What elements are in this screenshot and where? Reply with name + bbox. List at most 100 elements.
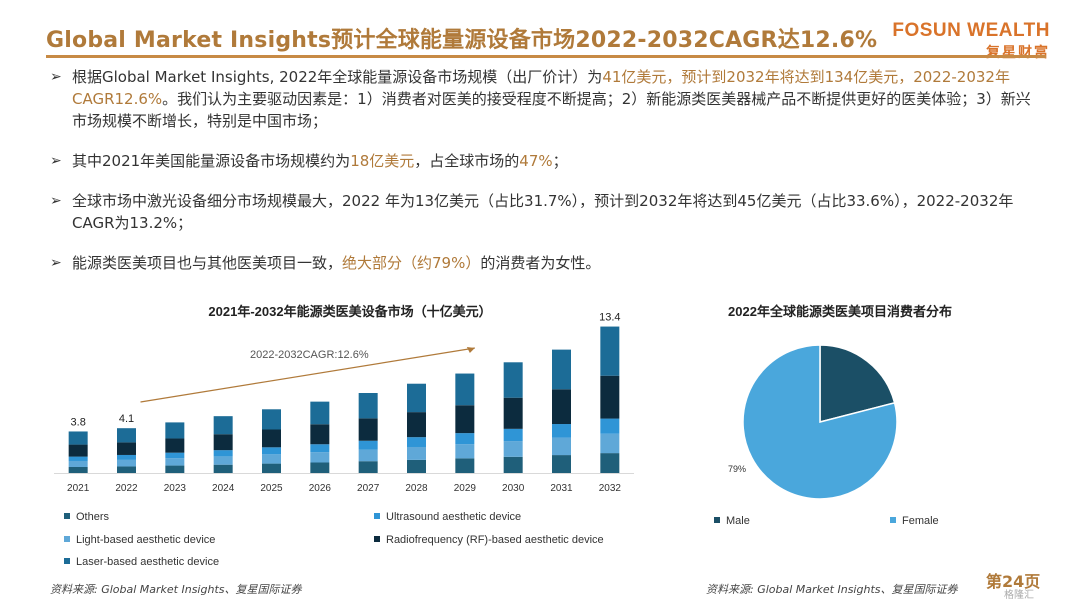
bullet-list: ➢ 根据Global Market Insights, 2022年全球能量源设备市… <box>50 66 1040 292</box>
bullet-text: 全球市场中激光设备细分市场规模最大，2022 年为13亿美元（占比31.7%），… <box>72 192 1014 232</box>
bar-segment <box>503 428 523 442</box>
bar-segment <box>165 438 185 453</box>
bar-segment <box>310 424 330 445</box>
bar-segment <box>213 434 233 451</box>
legend-label: Others <box>76 511 110 523</box>
legend-swatch <box>374 536 380 542</box>
legend-swatch <box>374 513 380 519</box>
bullet-text: 能源类医美项目也与其他医美项目一致， <box>72 254 343 272</box>
bullet-item: ➢ 其中2021年美国能量源设备市场规模约为18亿美元，占全球市场的47%； <box>50 150 1040 172</box>
bar-segment <box>503 362 523 398</box>
bullet-item: ➢ 全球市场中激光设备细分市场规模最大，2022 年为13亿美元（占比31.7%）… <box>50 190 1040 234</box>
bar-segment <box>455 458 475 473</box>
x-tick-label: 2026 <box>309 483 332 494</box>
page-number: 第24页 <box>986 572 1041 591</box>
legend-label: Ultrasound aesthetic device <box>386 511 521 523</box>
bar-segment <box>165 452 185 459</box>
bar-segment <box>68 466 88 473</box>
brand-name-en: FOSUN WEALTH <box>892 20 1050 41</box>
bar-segment <box>68 431 88 445</box>
bar-segment <box>407 383 426 413</box>
bullet-arrow-icon: ➢ <box>50 69 62 85</box>
legend-label: Radiofrequency (RF)-based aesthetic devi… <box>386 534 604 546</box>
pie-data-label: 79% <box>728 464 746 474</box>
bar-segment <box>68 460 88 467</box>
bullet-arrow-icon: ➢ <box>50 255 62 271</box>
watermark: 格隆汇 <box>1004 590 1034 601</box>
bar-segment <box>213 456 233 465</box>
total-label: 4.1 <box>119 413 134 425</box>
bar-segment <box>213 450 233 457</box>
x-tick-label: 2025 <box>260 483 283 494</box>
bullet-text: ； <box>552 152 568 170</box>
bullet-text: 根据Global Market Insights, 2022年全球能量源设备市场… <box>72 68 603 86</box>
cagr-arrow-head-icon <box>466 347 475 353</box>
bullet-text: 其中2021年美国能量源设备市场规模约为 <box>72 152 351 170</box>
bullet-item: ➢ 能源类医美项目也与其他医美项目一致，绝大部分（约79%）的消费者为女性。 <box>50 252 1040 274</box>
x-tick-label: 2024 <box>212 483 235 494</box>
bar-segment <box>600 326 620 376</box>
bar-chart-title: 2021年-2032年能源类医美设备市场（十亿美元） <box>208 304 491 319</box>
bar-segment <box>262 409 281 430</box>
cagr-annotation: 2022-2032CAGR:12.6% <box>250 349 369 361</box>
bar-segment <box>117 466 136 473</box>
x-tick-label: 2027 <box>357 483 380 494</box>
bar-segment <box>407 459 426 473</box>
x-tick-label: 2022 <box>115 483 138 494</box>
brand-name-cn: 复星财富 <box>986 45 1050 61</box>
bar-segment <box>310 444 330 453</box>
pie-chart-title: 2022年全球能源类医美项目消费者分布 <box>728 304 952 319</box>
legend-swatch <box>714 517 720 523</box>
x-tick-label: 2031 <box>550 483 573 494</box>
bullet-text: 的消费者为女性。 <box>480 254 601 272</box>
bar-segment <box>503 456 523 473</box>
highlight-text: 绝大部分（约79%） <box>342 254 481 272</box>
bar-segment <box>407 412 426 438</box>
legend-swatch <box>64 536 70 542</box>
pie-chart: 2022年全球能源类医美项目消费者分布 79% Male Female <box>714 304 952 527</box>
bar-segment <box>262 463 281 473</box>
total-label: 13.4 <box>599 312 620 324</box>
bar-segment <box>455 405 475 434</box>
bar-segment <box>358 393 378 419</box>
bar-segment <box>455 373 475 406</box>
x-tick-label: 2021 <box>67 483 90 494</box>
bar-segment <box>165 458 185 466</box>
legend-swatch <box>890 517 896 523</box>
bar-segment <box>310 452 330 463</box>
bar-segment <box>213 416 233 435</box>
pie-slice <box>742 344 898 500</box>
bar-segment <box>552 437 571 456</box>
bullet-arrow-icon: ➢ <box>50 193 62 209</box>
legend-swatch <box>64 513 70 519</box>
page-title: Global Market Insights预计全球能量源设备市场2022-20… <box>46 28 878 53</box>
bar-segment <box>552 349 571 390</box>
title-divider <box>46 55 1046 58</box>
source-note-left: 资料来源: Global Market Insights、复星国际证券 <box>50 583 302 596</box>
bar-segment <box>600 433 620 454</box>
bar-segment <box>358 418 378 441</box>
legend-label: Male <box>726 515 750 527</box>
legend-swatch <box>64 558 70 564</box>
bar-chart: 2021年-2032年能源类医美设备市场（十亿美元） 2021 3.8 2022 4.1… <box>54 304 634 568</box>
bar-segment <box>600 375 620 419</box>
bullet-arrow-icon: ➢ <box>50 153 62 169</box>
legend-label: Female <box>902 515 939 527</box>
bar-segment <box>503 397 523 429</box>
bar-segment <box>503 441 523 457</box>
bar-segment <box>117 459 136 467</box>
bar-segment <box>600 418 620 434</box>
bar-segment <box>165 422 185 439</box>
bar-segment <box>310 462 330 473</box>
bar-segment <box>165 465 185 473</box>
bar-segment <box>407 446 426 460</box>
bar-segment <box>600 453 620 473</box>
bar-segment <box>68 444 88 457</box>
x-tick-label: 2030 <box>502 483 525 494</box>
bar-segment <box>262 454 281 464</box>
legend-label: Laser-based aesthetic device <box>76 556 219 568</box>
bullet-text: 。我们认为主要驱动因素是：1）消费者对医美的接受程度不断提高；2）新能源类医美器… <box>72 90 1031 130</box>
x-tick-label: 2032 <box>599 483 622 494</box>
bar-segment <box>117 454 136 460</box>
bar-segment <box>552 389 571 425</box>
